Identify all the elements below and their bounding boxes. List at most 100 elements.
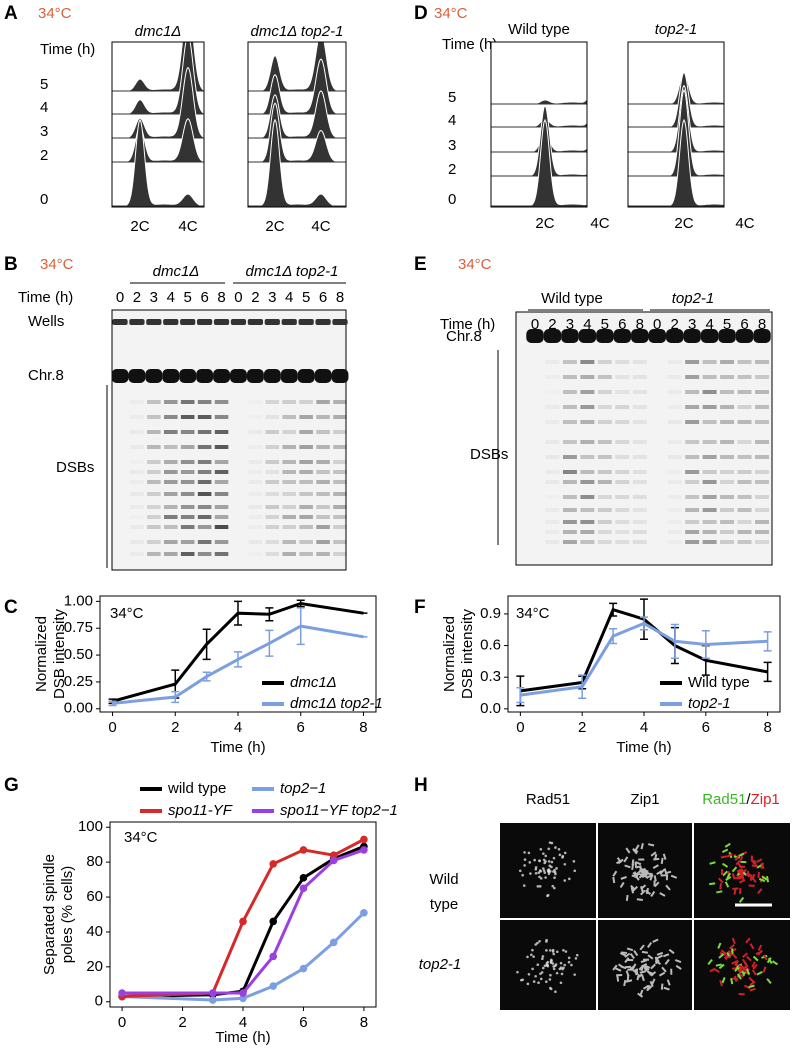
merge-channel: Zip1 <box>751 791 780 808</box>
dsb-band <box>737 540 752 544</box>
y-tick-label: 0.75 <box>64 619 93 636</box>
channel: Zip1 <box>630 791 659 808</box>
chr-band <box>111 369 129 383</box>
axis-segment <box>612 870 618 877</box>
chr-band <box>753 329 771 343</box>
dsb-band <box>249 415 263 419</box>
chr-band <box>735 329 754 343</box>
axis-segment <box>748 884 755 887</box>
time: 3 <box>448 137 456 154</box>
marker <box>299 884 308 893</box>
focus <box>567 956 571 960</box>
axis-segment <box>635 865 642 869</box>
dsb-band <box>720 405 735 409</box>
dsb-band <box>632 495 647 499</box>
dsb-band <box>299 445 313 449</box>
axis-segment <box>748 976 755 983</box>
dsb-band <box>248 505 263 509</box>
focus <box>526 982 530 986</box>
axis-segment <box>646 872 653 876</box>
axis-segment <box>630 887 635 894</box>
axis-segment <box>652 864 659 869</box>
axis-segment <box>626 947 634 952</box>
focus <box>549 973 552 977</box>
plot-border <box>627 41 725 208</box>
axis-segment <box>625 970 630 977</box>
dsb-band <box>316 540 330 544</box>
dsb-band <box>615 530 630 534</box>
dsb-band <box>667 390 682 394</box>
dsb-band <box>299 540 313 544</box>
dsb-band <box>130 492 144 496</box>
ploidy: 2C <box>130 218 149 235</box>
axis-segment <box>756 858 763 863</box>
dsb-band <box>282 400 296 404</box>
focus <box>544 980 548 984</box>
dsb-band <box>667 455 682 459</box>
dsb-band <box>147 540 161 544</box>
dsb-band <box>615 540 630 544</box>
focus <box>558 967 562 971</box>
dsb-band <box>597 375 612 379</box>
axis-segment <box>715 963 722 967</box>
axis-segment <box>633 871 637 878</box>
dsb-band <box>702 375 717 379</box>
panel-label: E <box>414 254 427 275</box>
dsb-band <box>667 480 682 484</box>
axis-segment <box>720 868 724 875</box>
dsb-band <box>702 508 717 512</box>
focus <box>545 949 548 952</box>
axis-segment <box>757 944 763 951</box>
dsb-band <box>702 530 717 534</box>
dsb-band <box>265 515 280 519</box>
chr-band <box>526 329 544 343</box>
axis-segment <box>736 973 742 980</box>
dsb-band <box>580 520 595 524</box>
dsb-band <box>615 360 630 364</box>
dsb-band <box>180 540 195 544</box>
error-bar <box>202 628 211 661</box>
axis-segment <box>654 956 660 963</box>
dsb-band <box>333 540 347 544</box>
lane: 8 <box>758 316 766 333</box>
focus <box>528 861 532 864</box>
dsb-band <box>299 415 313 419</box>
error-bar <box>640 616 648 631</box>
axis-segment <box>647 941 653 949</box>
dsb-band <box>282 470 296 474</box>
focus <box>543 871 547 874</box>
axis-segment <box>762 954 768 961</box>
axis-segment <box>767 957 773 964</box>
dsb-band <box>668 405 682 409</box>
axis-segment <box>722 870 728 877</box>
axis-segment <box>649 874 654 881</box>
ploidy: 4C <box>735 215 754 232</box>
focus <box>542 852 545 855</box>
axis-segment <box>630 884 636 891</box>
axis-segment <box>745 968 751 975</box>
well-band <box>264 319 280 325</box>
chr-band <box>578 329 597 343</box>
lane: 5 <box>723 316 731 333</box>
dsb-band <box>316 552 330 556</box>
error-bar <box>296 599 305 608</box>
dsb-band <box>755 508 769 512</box>
dsb-band <box>180 430 195 434</box>
dsb-band <box>702 540 717 544</box>
dsb-band <box>720 540 735 544</box>
dsb-band <box>615 405 630 409</box>
axis-segment <box>738 992 745 996</box>
chr-band <box>613 329 632 343</box>
axis-segment <box>625 847 631 854</box>
ploidy: 4C <box>590 215 609 232</box>
ploidy: 2C <box>674 215 693 232</box>
dsb-band <box>180 505 195 509</box>
axis-segment <box>742 952 748 958</box>
dsb-band <box>197 492 212 496</box>
chr-band <box>543 329 562 343</box>
lane: 4 <box>167 289 175 306</box>
x-tick-label: 8 <box>763 719 771 736</box>
focus <box>555 950 559 954</box>
dsb-band <box>197 540 212 544</box>
lane: 4 <box>583 316 591 333</box>
